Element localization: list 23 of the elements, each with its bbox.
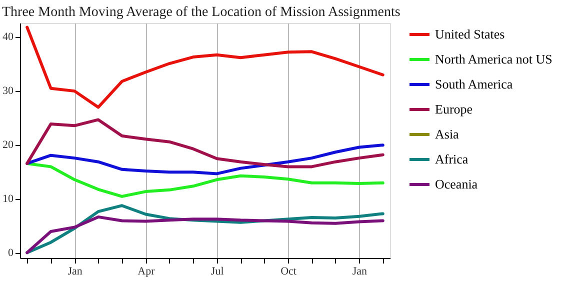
y-tick-label: 0 (8, 247, 14, 260)
chart-title: Three Month Moving Average of the Location of Mission Assignments (2, 5, 400, 20)
y-tick-label: 10 (2, 193, 14, 206)
legend-label: Asia (435, 126, 460, 142)
legend-label: North America not US (435, 52, 552, 66)
legend-label: Oceania (435, 176, 478, 192)
x-tick-label: Jan (352, 266, 368, 278)
legend-label: South America (435, 76, 513, 92)
line-series (26, 144, 384, 176)
x-tick-label: Jan (68, 266, 83, 278)
x-tick-label: Jul (210, 266, 224, 278)
legend-label: United States (435, 26, 505, 42)
y-tick-label: 20 (2, 139, 14, 152)
x-tick-label: Apr (138, 266, 156, 278)
x-tick-label: Oct (280, 266, 296, 278)
line-series (26, 162, 384, 198)
y-tick-label: 40 (2, 31, 14, 44)
line-series (26, 26, 384, 109)
legend-label: Europe (435, 102, 473, 116)
y-tick-label: 30 (2, 85, 14, 98)
legend-label: Africa (435, 152, 468, 166)
line-series (26, 118, 384, 168)
line-series (26, 215, 384, 254)
